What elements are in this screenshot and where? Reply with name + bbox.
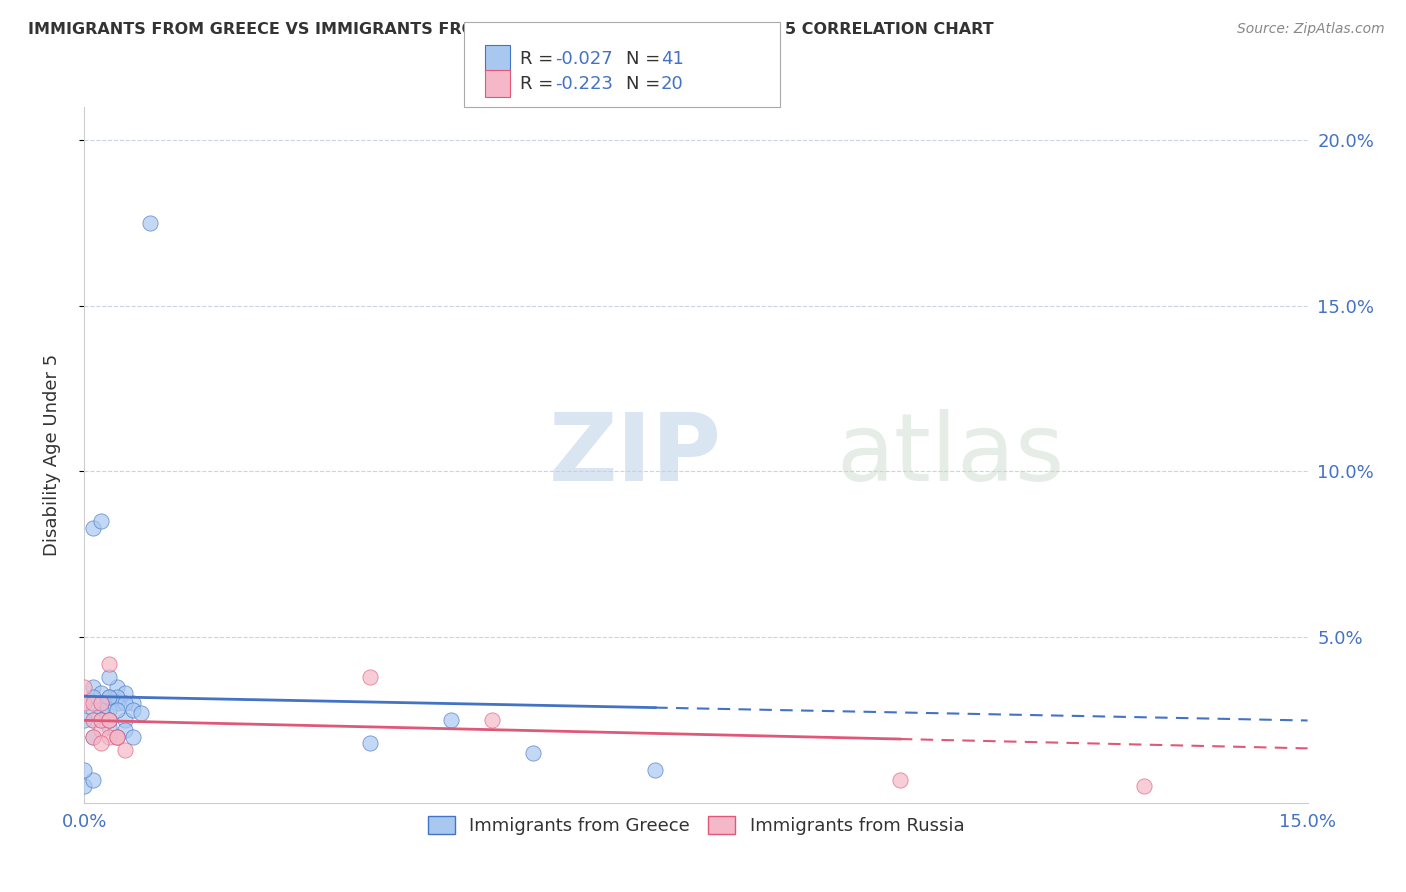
Text: -0.223: -0.223 — [555, 75, 613, 93]
Point — [97, 713, 120, 727]
Point — [90, 736, 112, 750]
Point — [114, 713, 136, 727]
Point — [889, 772, 911, 787]
Point — [105, 690, 128, 704]
Point — [359, 670, 381, 684]
Point — [82, 521, 104, 535]
Point — [90, 713, 112, 727]
Text: N =: N = — [626, 75, 665, 93]
Point — [97, 713, 120, 727]
Text: R =: R = — [520, 50, 560, 68]
Point — [82, 690, 104, 704]
Text: -0.027: -0.027 — [555, 50, 613, 68]
Point — [90, 703, 112, 717]
Text: R =: R = — [520, 75, 560, 93]
Point — [122, 697, 145, 711]
Point — [73, 763, 96, 777]
Point — [97, 730, 120, 744]
Point — [90, 686, 112, 700]
Point — [82, 697, 104, 711]
Point — [82, 713, 104, 727]
Point — [359, 736, 381, 750]
Point — [122, 730, 145, 744]
Point — [644, 763, 666, 777]
Text: 20: 20 — [661, 75, 683, 93]
Text: N =: N = — [626, 50, 665, 68]
Point — [97, 720, 120, 734]
Point — [90, 713, 112, 727]
Point — [105, 730, 128, 744]
Point — [105, 730, 128, 744]
Point — [73, 713, 96, 727]
Point — [114, 723, 136, 737]
Point — [73, 779, 96, 793]
Text: atlas: atlas — [837, 409, 1064, 501]
Point — [97, 690, 120, 704]
Point — [82, 680, 104, 694]
Point — [105, 703, 128, 717]
Point — [82, 772, 104, 787]
Point — [105, 730, 128, 744]
Point — [97, 703, 120, 717]
Point — [114, 686, 136, 700]
Point — [90, 713, 112, 727]
Point — [481, 713, 503, 727]
Text: IMMIGRANTS FROM GREECE VS IMMIGRANTS FROM RUSSIA DISABILITY AGE UNDER 5 CORRELAT: IMMIGRANTS FROM GREECE VS IMMIGRANTS FRO… — [28, 22, 994, 37]
Legend: Immigrants from Greece, Immigrants from Russia: Immigrants from Greece, Immigrants from … — [420, 809, 972, 842]
Text: 41: 41 — [661, 50, 683, 68]
Point — [82, 713, 104, 727]
Point — [114, 697, 136, 711]
Point — [97, 713, 120, 727]
Point — [105, 680, 128, 694]
Point — [82, 703, 104, 717]
Point — [90, 697, 112, 711]
Point — [82, 730, 104, 744]
Point — [90, 697, 112, 711]
Point — [97, 657, 120, 671]
Point — [90, 723, 112, 737]
Point — [131, 706, 153, 721]
Point — [97, 690, 120, 704]
Point — [73, 680, 96, 694]
Point — [105, 697, 128, 711]
Point — [440, 713, 463, 727]
Point — [97, 670, 120, 684]
Point — [122, 703, 145, 717]
Point — [1133, 779, 1156, 793]
Point — [114, 743, 136, 757]
Point — [138, 216, 160, 230]
Point — [522, 746, 544, 760]
Text: ZIP: ZIP — [550, 409, 723, 501]
Point — [73, 697, 96, 711]
Point — [97, 713, 120, 727]
Point — [90, 514, 112, 528]
Point — [82, 730, 104, 744]
Text: Source: ZipAtlas.com: Source: ZipAtlas.com — [1237, 22, 1385, 37]
Y-axis label: Disability Age Under 5: Disability Age Under 5 — [42, 354, 60, 556]
